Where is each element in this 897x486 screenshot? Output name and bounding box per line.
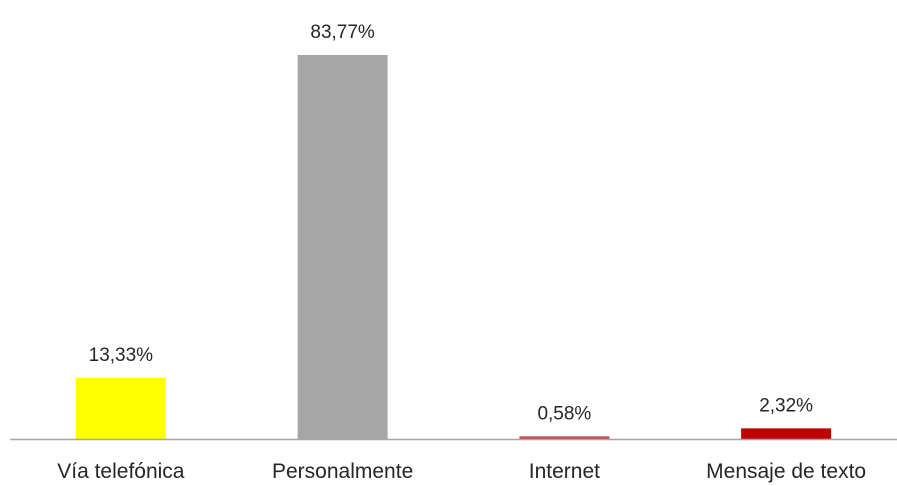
data-label-1: 83,77%	[310, 22, 375, 43]
category-labels-group: Vía telefónica Personalmente Internet Mensa…	[57, 460, 866, 483]
bars-group	[75, 55, 832, 439]
bar-2	[519, 436, 610, 439]
data-label-2: 0,58%	[537, 403, 591, 424]
data-label-0: 13,33%	[89, 345, 154, 366]
bar-0	[75, 377, 166, 439]
category-label-3: Mensaje de texto	[706, 460, 866, 483]
bar-1	[297, 55, 388, 439]
data-label-3: 2,32%	[759, 395, 813, 416]
data-labels-group: 13,33% 83,77% 0,58% 2,32%	[89, 22, 814, 424]
category-label-2: Internet	[529, 460, 600, 483]
category-label-1: Personalmente	[272, 460, 413, 483]
bar-3	[741, 428, 832, 439]
category-label-0: Vía telefónica	[57, 460, 185, 483]
